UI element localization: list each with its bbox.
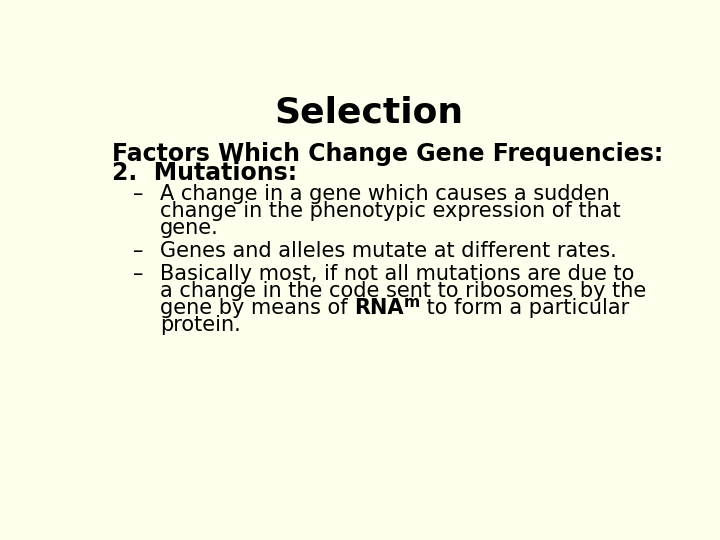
Text: –: – (132, 184, 143, 204)
Text: Basically most, if not all mutations are due to: Basically most, if not all mutations are… (160, 264, 634, 284)
Text: A change in a gene which causes a sudden: A change in a gene which causes a sudden (160, 184, 610, 204)
Text: gene.: gene. (160, 218, 218, 238)
Text: –: – (132, 241, 143, 261)
Text: protein.: protein. (160, 315, 240, 335)
Text: RNA: RNA (354, 298, 403, 318)
Text: m: m (403, 295, 420, 310)
Text: 2.  Mutations:: 2. Mutations: (112, 161, 297, 185)
Text: change in the phenotypic expression of that: change in the phenotypic expression of t… (160, 201, 621, 221)
Text: Selection: Selection (274, 96, 464, 130)
Text: Genes and alleles mutate at different rates.: Genes and alleles mutate at different ra… (160, 241, 616, 261)
Text: a change in the code sent to ribosomes by the: a change in the code sent to ribosomes b… (160, 281, 646, 301)
Text: –: – (132, 264, 143, 284)
Text: gene by means of: gene by means of (160, 298, 354, 318)
Text: Factors Which Change Gene Frequencies:: Factors Which Change Gene Frequencies: (112, 142, 663, 166)
Text: to form a particular: to form a particular (420, 298, 629, 318)
